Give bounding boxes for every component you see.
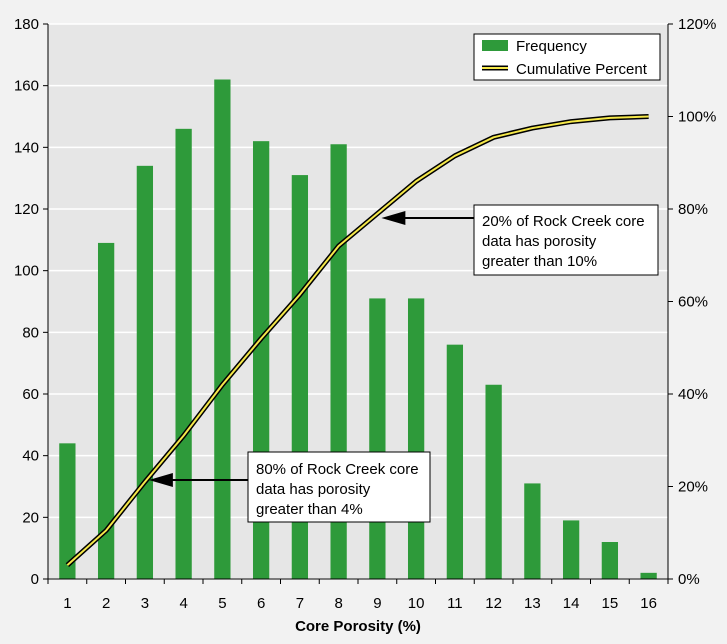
- x-tick-label: 14: [563, 595, 580, 612]
- legend-frequency-swatch: [482, 40, 508, 51]
- x-tick-label: 1: [63, 595, 71, 612]
- frequency-bar-12: [485, 384, 502, 579]
- y2-tick-label: 40%: [678, 386, 708, 403]
- x-tick-label: 4: [179, 595, 187, 612]
- cumulative-line-fill: [66, 115, 649, 566]
- x-tick-label: 11: [447, 595, 463, 612]
- frequency-bar-13: [524, 483, 541, 579]
- x-tick-label: 16: [640, 595, 657, 612]
- legend: Frequency Cumulative Percent: [473, 33, 661, 81]
- y-tick-label: 20: [22, 509, 39, 526]
- x-tick-label: 15: [602, 595, 619, 612]
- frequency-bar-14: [562, 520, 580, 579]
- annotation-20-arrowhead: [381, 211, 406, 225]
- y-axis-right-ticks: 0% 20% 40% 60% 80% 100% 120%: [668, 16, 716, 588]
- y-axis-left-ticks: 0 20 40 60 80 100 120 140 160 180: [14, 16, 48, 588]
- annotation-20-percent: 20% of Rock Creek core data has porosity…: [381, 204, 659, 276]
- x-axis-title: Core Porosity (%): [295, 618, 421, 635]
- annotation-80-percent: 80% of Rock Creek core data has porosity…: [148, 451, 431, 523]
- cumulative-line: [65, 114, 649, 567]
- annotation-20-line-2: data has porosity: [482, 233, 597, 250]
- x-tick-label: 8: [334, 595, 342, 612]
- y-tick-label: 100: [14, 263, 39, 280]
- frequency-bar-10: [407, 298, 425, 579]
- x-axis-ticks: 1 2 3 4 5 6 7 8 9 10 11 12 13 14 15 16: [47, 579, 669, 612]
- y-tick-label: 80: [22, 324, 39, 341]
- y2-tick-label: 60%: [678, 294, 708, 311]
- x-tick-label: 6: [257, 595, 265, 612]
- x-tick-label: 5: [218, 595, 226, 612]
- frequency-bar-4: [175, 128, 192, 580]
- y2-tick-label: 100%: [678, 109, 716, 126]
- annotation-80-line-3: greater than 4%: [256, 501, 363, 518]
- frequency-bar-11: [446, 344, 464, 579]
- annotation-80-box: [247, 451, 431, 523]
- y-tick-label: 0: [31, 571, 39, 588]
- y-tick-label: 140: [14, 139, 39, 156]
- x-tick-label: 3: [141, 595, 149, 612]
- frequency-bar-15: [601, 542, 619, 579]
- y-tick-label: 60: [22, 386, 39, 403]
- frequency-bar-1: [59, 443, 76, 579]
- x-tick-label: 9: [373, 595, 381, 612]
- annotation-20-line-3: greater than 10%: [482, 253, 597, 270]
- x-tick-label: 7: [296, 595, 304, 612]
- annotation-80-arrowhead: [148, 473, 173, 487]
- y-tick-label: 40: [22, 448, 39, 465]
- frequency-bar-16: [640, 572, 657, 579]
- annotation-80-line-2: data has porosity: [256, 481, 371, 498]
- frequency-bar-9: [369, 298, 386, 579]
- x-tick-label: 13: [524, 595, 541, 612]
- frequency-bar-2: [97, 242, 115, 579]
- y2-tick-label: 80%: [678, 201, 708, 218]
- legend-cumulative-label: Cumulative Percent: [516, 61, 648, 78]
- frequency-bar-5: [214, 79, 231, 579]
- y2-tick-label: 20%: [678, 479, 708, 496]
- y-tick-label: 160: [14, 78, 39, 95]
- y2-tick-label: 0%: [678, 571, 700, 588]
- legend-frequency-label: Frequency: [516, 38, 587, 55]
- frequency-bar-3: [136, 165, 154, 580]
- y-tick-label: 180: [14, 16, 39, 33]
- annotation-20-line-1: 20% of Rock Creek core: [482, 213, 645, 230]
- y2-tick-label: 120%: [678, 16, 716, 33]
- y-tick-label: 120: [14, 201, 39, 218]
- x-tick-label: 12: [485, 595, 502, 612]
- x-tick-label: 10: [408, 595, 425, 612]
- annotation-20-box: [473, 204, 659, 276]
- annotation-80-line-1: 80% of Rock Creek core: [256, 461, 419, 478]
- x-tick-label: 2: [102, 595, 110, 612]
